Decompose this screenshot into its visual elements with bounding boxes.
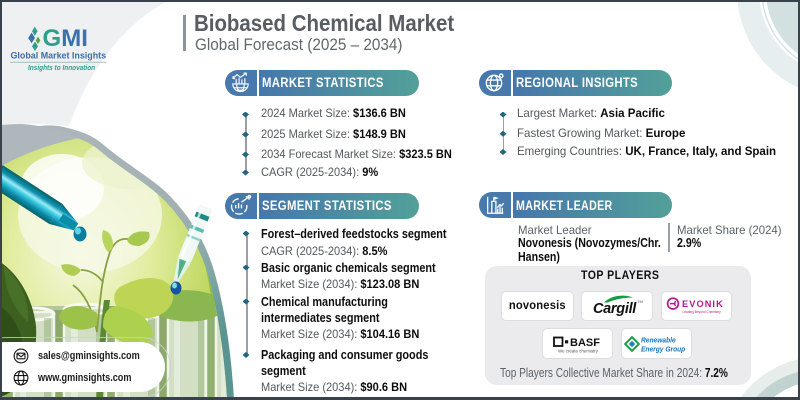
svg-text:Energy Group: Energy Group	[641, 346, 685, 353]
svg-text:BASF: BASF	[570, 337, 600, 349]
svg-text:Global Market Insights: Global Market Insights	[11, 50, 107, 60]
svg-text:EVONIK: EVONIK	[682, 299, 724, 309]
svg-text:Cargill: Cargill	[593, 301, 637, 317]
svg-text:We create chemistry: We create chemistry	[558, 348, 599, 353]
svg-text:Renewable: Renewable	[641, 337, 676, 344]
svg-text:TM: TM	[637, 299, 643, 304]
svg-text:Leading Beyond Chemistry: Leading Beyond Chemistry	[682, 310, 721, 314]
svg-text:MI: MI	[61, 25, 88, 52]
svg-text:G: G	[43, 25, 62, 52]
svg-text:Insights to Innovation: Insights to Innovation	[28, 65, 95, 72]
